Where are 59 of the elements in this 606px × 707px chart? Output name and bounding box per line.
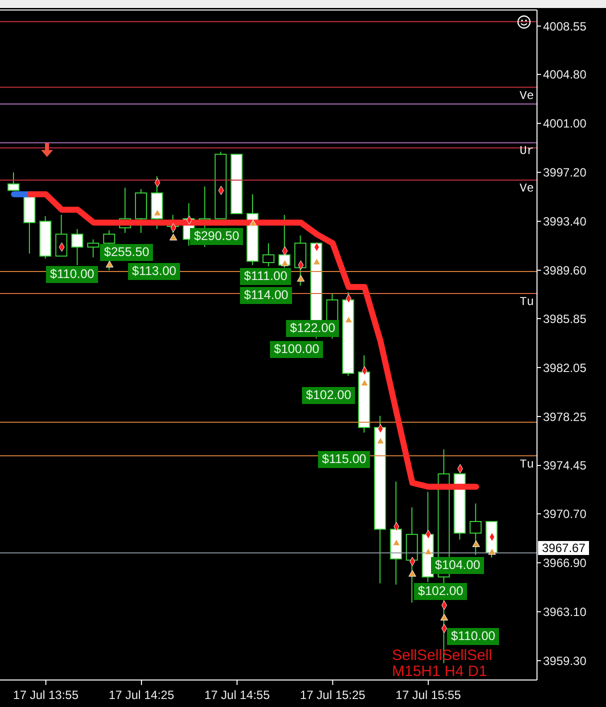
y-tick-label: 3985.85 [543,312,587,326]
point [488,548,496,555]
point [344,316,352,323]
x-tick-label: 17 Jul 14:55 [204,688,270,702]
y-tick-label: 3997.20 [543,166,587,180]
annotation: $122.00 [286,320,340,337]
point [106,260,114,268]
annotation: M15H1 H4 D1 [392,663,488,680]
annotation: $104.00 [431,557,484,574]
candlestick [470,502,482,556]
candlestick [71,228,84,266]
ref-line-label: Ve [520,182,534,196]
y-tick-label: 3963.10 [543,604,587,619]
annotation: $255.50 [100,244,154,261]
y-tick-label: 3966.90 [543,556,587,570]
y-tick-label: 3982.05 [543,360,587,375]
annotation: $110.00 [46,266,98,283]
y-tick-label: 3959.30 [543,654,587,668]
point [472,540,480,548]
point [360,379,368,386]
y-tick-label: 3970.70 [543,507,587,522]
annotation: $290.50 [190,228,244,245]
annotation: $115.00 [318,451,370,468]
point [376,437,384,444]
y-tick-label: 4004.80 [543,68,587,82]
annotation: $111.00 [240,268,292,285]
x-tick-label: 17 Jul 15:25 [300,688,366,702]
y-tick-label: 4008.55 [543,19,587,34]
ref-line-label: Tu [520,294,534,309]
x-tick-label: 17 Jul 14:25 [108,688,174,702]
candlestick [55,214,68,257]
y-tick-label: 4001.00 [543,116,587,131]
y-tick-label: 3993.40 [543,214,587,229]
point [440,614,448,620]
text: 3967.67 [538,541,590,555]
candlestick [87,238,100,258]
point [296,274,305,282]
candlestick [8,172,20,191]
annotation: $110.00 [447,628,500,645]
y-tick-label: 3974.45 [543,458,587,473]
point [249,220,257,226]
candlestick [262,242,274,267]
annotation: $113.00 [128,263,180,280]
x-tick-label: 17 Jul 13:55 [13,688,79,702]
y-tick-label: 3989.60 [543,264,587,278]
point [312,258,321,265]
x-tick-label: 17 Jul 15:55 [396,688,462,702]
ref-line-label: Ve [520,88,534,103]
point [154,209,162,216]
y-tick-label: 3978.25 [543,410,587,424]
ref-line-label: Ur [520,144,534,158]
annotation: $100.00 [270,341,324,358]
point [424,548,432,555]
ref-line-label: Tu [520,457,534,472]
point [408,570,416,577]
annotation: $114.00 [240,287,292,304]
annotation: $102.00 [302,387,356,404]
annotation: $102.00 [414,583,468,600]
point [170,234,178,240]
